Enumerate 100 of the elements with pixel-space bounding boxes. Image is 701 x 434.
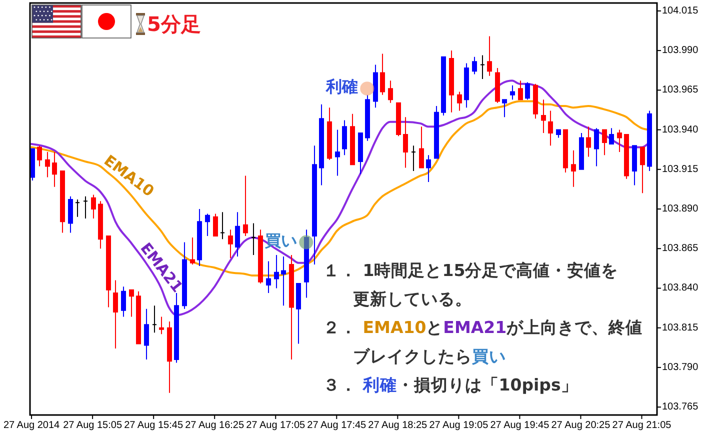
candlestick [335, 129, 340, 176]
candlestick [342, 120, 347, 156]
candlestick [624, 134, 629, 180]
annotation: ブレイクしたら買い [353, 346, 506, 366]
candlestick [411, 145, 416, 172]
candlestick [457, 91, 462, 112]
candlestick [380, 53, 385, 96]
candlestick [106, 235, 111, 308]
candlestick [525, 82, 530, 100]
candlestick [251, 222, 256, 256]
candlestick [274, 254, 279, 289]
candlestick [205, 213, 210, 236]
candlestick [579, 132, 584, 170]
candlestick [571, 150, 576, 188]
x-tick-label: 27 Aug 19:45 [490, 420, 550, 431]
candlestick [464, 62, 469, 108]
annotation: ３． 利確・損切りは「10pips」 [323, 375, 578, 394]
y-tick-label: 103.765 [662, 402, 699, 413]
candlestick [563, 129, 568, 174]
candlestick [327, 107, 332, 160]
y-tick-label: 103.965 [662, 84, 699, 96]
candlestick [68, 196, 73, 234]
candlestick [647, 110, 652, 172]
y-tick-label: 103.890 [662, 204, 699, 214]
y-tick-label: 103.940 [662, 124, 699, 136]
annotation: １． 1時間足と15分足で高値・安値を [323, 261, 618, 280]
x-tick-label: 27 Aug 17:45 [307, 420, 367, 431]
candlestick [602, 129, 607, 156]
x-tick-label: 27 Aug 21:05 [612, 420, 672, 431]
y-tick-label: 103.915 [662, 164, 699, 175]
candlestick [152, 305, 157, 334]
candlestick [129, 289, 134, 318]
candlestick [419, 126, 424, 168]
candlestick [296, 282, 301, 344]
candlestick [640, 146, 645, 194]
candlestick [228, 229, 233, 259]
candlestick [319, 104, 324, 186]
candlestick [159, 316, 164, 335]
annotation: 買い [264, 230, 298, 250]
x-tick-label: 27 Aug 19:05 [429, 420, 489, 431]
candlestick [213, 213, 218, 236]
y-tick-label: 103.990 [662, 45, 699, 56]
y-tick-label: 103.840 [662, 282, 699, 294]
x-tick-label: 27 Aug 20:25 [551, 420, 611, 431]
candlestick [586, 126, 591, 158]
y-tick-label: 103.865 [662, 243, 699, 254]
candlestick [197, 208, 202, 267]
candlestick [174, 292, 179, 364]
candlestick [426, 154, 431, 183]
candlestick [266, 260, 271, 294]
candlestick [495, 67, 500, 104]
candlestick [365, 94, 370, 142]
candlestick [441, 56, 446, 116]
candlestick [594, 128, 599, 167]
candlestick [190, 237, 195, 265]
candlestick [502, 99, 507, 118]
annotation: 利確 [325, 77, 358, 96]
candlestick [121, 286, 126, 318]
candlestick [510, 84, 515, 100]
candlestick [403, 116, 408, 168]
candlestick [98, 200, 103, 250]
candlestick [243, 175, 248, 236]
x-tick-label: 27 Aug 16:25 [185, 420, 244, 431]
candlestick [304, 229, 309, 298]
y-tick-label: 104.015 [662, 5, 699, 16]
y-tick-label: 103.815 [662, 322, 699, 334]
candlestick [388, 80, 393, 104]
candlestick [609, 128, 614, 145]
annotation: 更新している。 [353, 290, 472, 309]
candlestick [75, 198, 80, 218]
x-tick-label: 27 Aug 17:05 [246, 420, 306, 431]
candlestick [480, 54, 485, 80]
candlestick [373, 64, 378, 108]
candlestick [258, 229, 263, 284]
candlestick [281, 256, 286, 306]
candlestick [37, 145, 42, 167]
candlestick [632, 145, 637, 186]
candlestick [144, 308, 149, 360]
candlestick [312, 145, 317, 265]
x-tick-label: 27 Aug 2014 [3, 420, 60, 431]
candlestick [396, 102, 401, 137]
candlestick [434, 106, 439, 159]
candlestick [358, 132, 363, 175]
candlestick [235, 212, 240, 258]
x-tick-label: 27 Aug 15:45 [124, 420, 184, 431]
candlestick [350, 113, 355, 166]
candlestick [487, 36, 492, 76]
candlestick [617, 129, 622, 152]
candlestick [167, 321, 172, 394]
candlestick [52, 151, 57, 188]
text: 5分足 [147, 12, 201, 36]
candlestick [541, 99, 546, 134]
candlestick [220, 212, 225, 240]
candlestick [556, 129, 561, 138]
candlestick [449, 50, 454, 113]
candlestick [113, 280, 118, 349]
candlestick [182, 242, 187, 310]
candlestick [548, 110, 553, 146]
candlestick [45, 151, 50, 178]
candlestick [289, 254, 294, 360]
